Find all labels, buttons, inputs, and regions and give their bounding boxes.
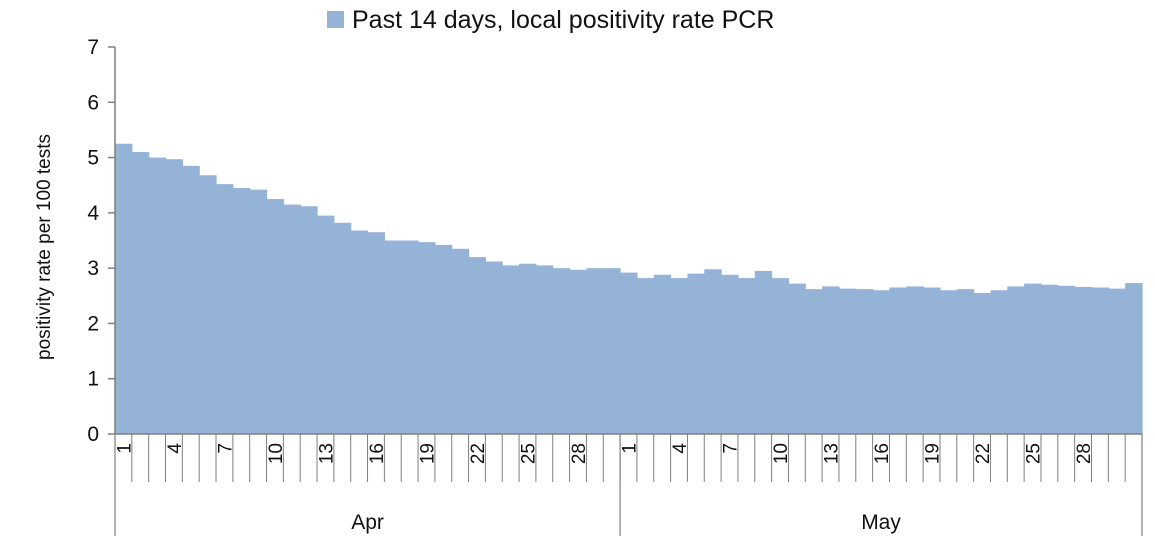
area-step-56 [1040, 284, 1059, 434]
legend-label: Past 14 days, local positivity rate PCR [352, 6, 774, 34]
area-step-2 [131, 152, 150, 435]
y-tick-label: 0 [87, 423, 99, 446]
area-step-25 [519, 263, 537, 434]
area-step-22 [468, 257, 486, 434]
x-tick-label: 25 [518, 443, 539, 464]
x-tick-label: 19 [417, 443, 438, 464]
area-step-36 [704, 269, 722, 434]
area-step-57 [1057, 285, 1076, 434]
area-step-34 [670, 278, 689, 434]
area-step-11 [283, 204, 301, 434]
x-tick-label: 1 [114, 443, 135, 454]
area-step-50 [939, 290, 958, 434]
x-tick-label: 13 [822, 443, 843, 464]
area-step-52 [973, 293, 992, 434]
area-step-21 [451, 248, 470, 434]
x-tick-label: 16 [367, 443, 388, 464]
area-step-51 [956, 289, 975, 434]
y-axis: 0 1 2 3 4 5 6 7 [87, 36, 116, 446]
area-step-20 [434, 244, 453, 434]
area-step-54 [1007, 286, 1025, 434]
area-step-32 [636, 278, 655, 434]
x-tick-label: 28 [569, 443, 590, 464]
area-step-55 [1024, 283, 1042, 434]
y-tick-label: 2 [87, 312, 99, 335]
x-tick-label: 16 [872, 443, 893, 464]
area-step-19 [418, 242, 436, 434]
area-step-29 [586, 268, 604, 434]
area-step-27 [552, 268, 571, 434]
area-step-59 [1091, 287, 1109, 434]
area-step-9 [249, 189, 268, 434]
area-step-61 [1125, 283, 1143, 434]
area-step-40 [771, 278, 790, 434]
area-step-31 [620, 272, 638, 434]
x-tick-label: 22 [973, 443, 994, 464]
area-step-41 [788, 283, 806, 434]
area-step-16 [367, 232, 385, 434]
area-step-58 [1074, 286, 1093, 434]
area-step-4 [165, 159, 183, 435]
x-tick-label: 4 [165, 443, 186, 454]
area-step-26 [535, 265, 554, 434]
area-step-49 [923, 287, 941, 434]
x-tick-label: 22 [468, 443, 489, 464]
x-tick-label: 19 [923, 443, 944, 464]
legend-swatch [327, 11, 344, 28]
month-label-may: May [861, 511, 901, 534]
x-tick-label: 7 [721, 443, 742, 454]
area-step-53 [990, 290, 1008, 434]
area-step-13 [317, 215, 335, 434]
area-step-47 [889, 287, 907, 434]
y-tick-label: 1 [87, 368, 99, 391]
area-step-18 [401, 240, 419, 434]
x-tick-label: 7 [215, 443, 236, 454]
x-tick-label: 25 [1024, 443, 1045, 464]
x-axis: 1 4 7 10 13 16 19 22 25 28 Apr 1 4 7 10 13 16 19 22 25 28 May [114, 433, 1143, 536]
area-step-17 [384, 240, 402, 434]
area-step-24 [502, 265, 520, 434]
legend: Past 14 days, local positivity rate PCR [327, 6, 774, 34]
y-tick-label: 6 [87, 91, 99, 114]
area-step-7 [216, 184, 234, 434]
x-tick-label: 28 [1074, 443, 1095, 464]
area-step-44 [838, 288, 857, 434]
y-axis-label: positivity rate per 100 tests [34, 134, 55, 360]
area-step-1 [115, 143, 133, 434]
area-step-6 [199, 175, 217, 434]
area-step-45 [855, 289, 874, 434]
y-tick-label: 5 [87, 147, 99, 170]
area-step-39 [754, 270, 773, 434]
area-layer [115, 143, 1143, 435]
area-step-14 [333, 222, 352, 434]
area-step-35 [687, 273, 705, 434]
area-step-38 [737, 278, 756, 434]
area-step-43 [822, 286, 840, 434]
x-tick-label: 13 [316, 443, 337, 464]
area-step-3 [148, 157, 167, 434]
area-step-42 [805, 289, 823, 434]
y-tick-label: 3 [87, 257, 99, 280]
x-tick-label: 1 [620, 443, 641, 454]
area-step-46 [872, 290, 891, 434]
area-step-48 [906, 286, 924, 434]
area-step-12 [300, 206, 318, 434]
x-tick-label: 4 [670, 443, 691, 454]
area-step-37 [721, 274, 739, 434]
y-tick-label: 4 [87, 202, 99, 225]
x-tick-label: 10 [771, 443, 792, 464]
area-step-5 [182, 165, 200, 435]
area-step-15 [350, 230, 369, 434]
area-step-33 [653, 274, 672, 434]
area-step-30 [603, 268, 621, 434]
area-step-60 [1108, 288, 1126, 434]
month-label-apr: Apr [351, 511, 384, 534]
area-step-28 [569, 269, 588, 434]
x-tick-label: 10 [266, 443, 287, 464]
area-step-10 [266, 199, 284, 434]
y-tick-label: 7 [87, 36, 99, 59]
area-step-23 [485, 261, 503, 434]
area-step-8 [232, 187, 251, 434]
